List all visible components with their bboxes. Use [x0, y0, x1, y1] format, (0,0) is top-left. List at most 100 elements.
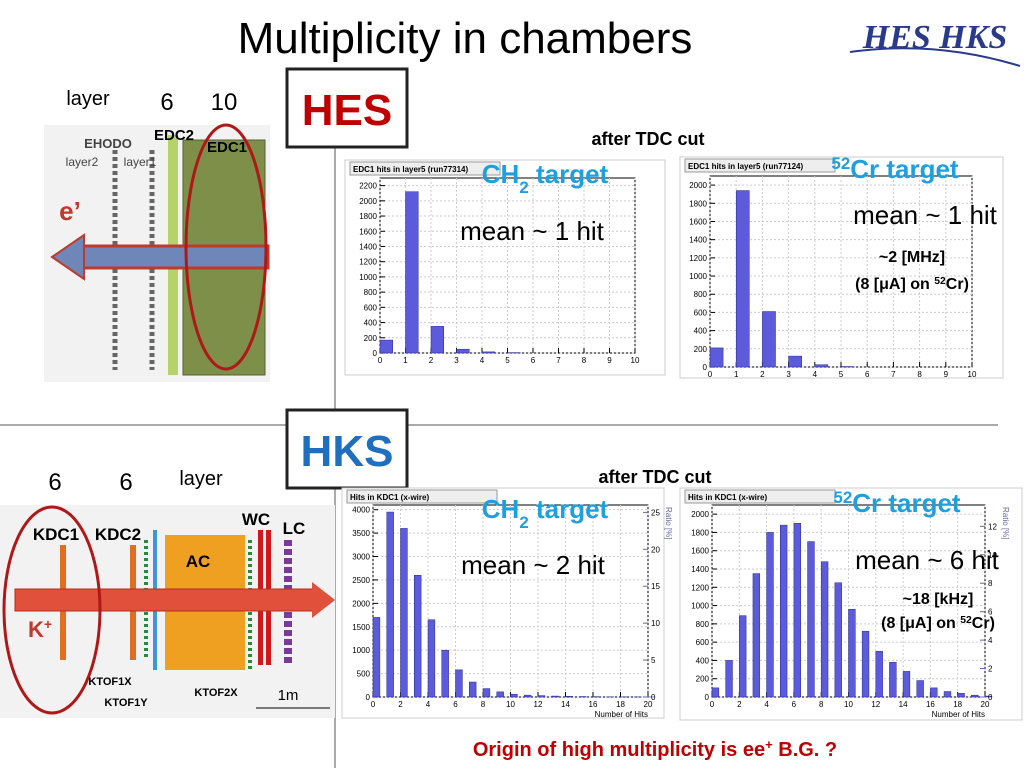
- layer-count: 6: [119, 469, 132, 496]
- x-tick-label: 2: [398, 700, 403, 709]
- hes-box: [285, 67, 409, 149]
- y-tick-label: 2000: [359, 197, 377, 206]
- layer-count: 6: [48, 469, 61, 496]
- x-tick-label: 12: [871, 700, 880, 709]
- y-tick-label: 1400: [689, 236, 707, 245]
- x-tick-label: 9: [944, 370, 949, 379]
- title-strip: [684, 158, 836, 173]
- y2-tick-label: 10: [988, 551, 997, 560]
- y2-tick-label: 0: [988, 693, 993, 702]
- bar: [496, 691, 504, 698]
- scale-label: 1m: [278, 687, 299, 704]
- mean-label: mean ~ 2 hit: [461, 550, 606, 580]
- mean-label: mean ~ 1 hit: [460, 216, 605, 246]
- bar: [793, 523, 801, 698]
- x-tick-label: 8: [917, 370, 922, 379]
- highlight: [2, 505, 102, 715]
- x-tick-label: 3: [786, 370, 791, 379]
- rate-note: (8 [μA] on 52Cr): [881, 615, 995, 633]
- bar: [456, 348, 470, 354]
- x-label: Number of Hits: [595, 710, 648, 719]
- y-tick-label: 2000: [352, 599, 370, 608]
- title-strip: [346, 489, 498, 504]
- y-tick-label: 1600: [691, 547, 709, 556]
- bar: [848, 608, 856, 698]
- bar: [739, 615, 747, 698]
- y-tick-label: 1000: [352, 646, 370, 655]
- target-label-part: CH: [482, 494, 520, 524]
- chart-title: Hits in KDC1 (x-wire): [688, 493, 767, 502]
- bar: [551, 695, 559, 698]
- x-label: Number of Hits: [932, 710, 985, 719]
- y-tick-label: 600: [694, 308, 708, 317]
- bar: [861, 630, 870, 698]
- layer-count: 10: [211, 89, 238, 116]
- y-tick-label: 1800: [691, 528, 709, 537]
- bar: [916, 680, 924, 698]
- bar: [537, 695, 546, 698]
- bar: [752, 573, 761, 698]
- cut-label: after TDC cut: [591, 129, 704, 149]
- x-tick-label: 5: [839, 370, 844, 379]
- bar: [725, 660, 733, 698]
- y2-tick-label: 4: [988, 636, 993, 645]
- rate-note-part: 52: [934, 276, 946, 287]
- bar: [482, 688, 491, 698]
- x-tick-label: 7: [556, 356, 561, 365]
- y2-tick-label: 2: [988, 665, 993, 674]
- x-tick-label: 10: [968, 370, 977, 379]
- bar: [902, 671, 911, 698]
- y-tick-label: 1600: [689, 217, 707, 226]
- y-tick-label: 1500: [352, 623, 370, 632]
- y-tick-label: 3000: [352, 553, 370, 562]
- y-tick-label: 2200: [359, 182, 377, 191]
- x-tick-label: 1: [734, 370, 739, 379]
- bar: [386, 511, 394, 698]
- label: KDC2: [95, 525, 141, 544]
- bar: [930, 687, 938, 698]
- bar: [430, 326, 444, 354]
- bar: [379, 339, 393, 354]
- label: KTOF1X: [88, 676, 132, 688]
- x-tick-label: 18: [953, 700, 962, 709]
- y-tick-label: 500: [357, 670, 371, 679]
- x-tick-label: 2: [429, 356, 434, 365]
- bar: [510, 693, 518, 698]
- particle-label: K+: [28, 616, 52, 642]
- target-label-part: target: [529, 494, 609, 524]
- x-tick-label: 14: [561, 700, 570, 709]
- layer-label: layer: [66, 88, 110, 110]
- highlight: [184, 123, 268, 371]
- bar: [834, 582, 842, 698]
- y-tick-label: 2000: [691, 510, 709, 519]
- target-label-part: Cr target: [852, 488, 961, 518]
- x-tick-label: 10: [631, 356, 640, 365]
- y2-tick-label: 20: [651, 545, 660, 554]
- y-tick-label: 1000: [689, 272, 707, 281]
- bar: [414, 574, 422, 698]
- x-tick-label: 5: [505, 356, 510, 365]
- y-tick-label: 400: [364, 319, 378, 328]
- target-label-part: target: [529, 159, 609, 189]
- x-tick-label: 6: [865, 370, 870, 379]
- rate-note-part: Cr): [972, 615, 995, 632]
- bar: [807, 541, 815, 698]
- x-tick-label: 6: [792, 700, 797, 709]
- x-tick-label: 18: [616, 700, 625, 709]
- bar: [762, 311, 776, 368]
- label: KDC1: [33, 525, 79, 544]
- x-tick-label: 0: [378, 356, 383, 365]
- y-tick-label: 800: [364, 288, 378, 297]
- mean-label: mean ~ 1 hit: [853, 200, 998, 230]
- x-tick-label: 0: [710, 700, 715, 709]
- y-tick-label: 0: [705, 693, 710, 702]
- y-tick-label: 1200: [691, 583, 709, 592]
- title-strip: [684, 489, 836, 504]
- y-tick-label: 200: [364, 334, 378, 343]
- y2-tick-label: 0: [651, 693, 656, 702]
- bar: [971, 694, 979, 698]
- x-tick-label: 8: [819, 700, 824, 709]
- x-tick-label: 4: [764, 700, 769, 709]
- target-label-part: 52: [831, 154, 850, 173]
- bar: [780, 524, 788, 698]
